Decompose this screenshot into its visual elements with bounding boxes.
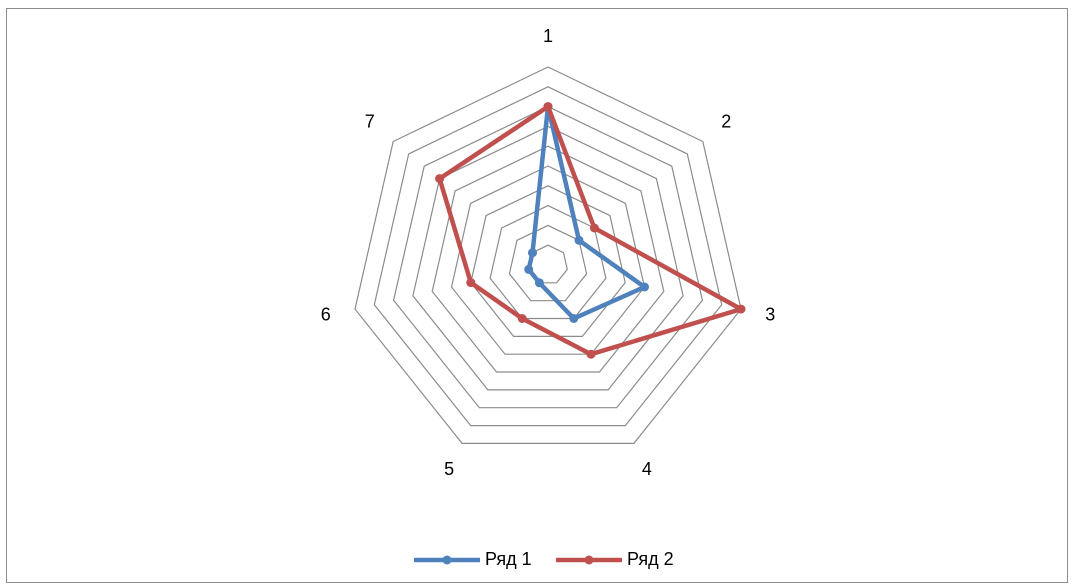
grid-ring (392, 105, 704, 409)
axis-labels: 1 2 3 4 5 6 7 (321, 26, 776, 479)
series-point (528, 248, 537, 258)
series-point (589, 223, 599, 233)
series-layer (435, 102, 746, 359)
series-point (524, 264, 534, 274)
axis-label-4: 4 (642, 459, 652, 479)
legend: Ряд 1 Ряд 2 (414, 549, 674, 569)
legend-marker (584, 555, 594, 565)
axis-label-6: 6 (321, 304, 331, 324)
grid-ring (354, 66, 742, 444)
chart-area (6, 8, 1068, 583)
axis-label-3: 3 (765, 304, 775, 324)
series-line (437, 104, 744, 357)
grid-ring (373, 86, 723, 427)
legend-item-2: Ряд 2 (556, 549, 674, 569)
series-point (574, 235, 584, 245)
legend-label: Ряд 1 (485, 549, 532, 569)
axis-label-2: 2 (721, 112, 731, 132)
series-point (517, 314, 527, 323)
series-point (466, 278, 476, 288)
axis-label-7: 7 (365, 112, 375, 132)
series-point (736, 304, 746, 314)
grid-ring (489, 204, 607, 320)
axis-label-1: 1 (543, 26, 553, 46)
grid-ring (508, 224, 588, 302)
grid-ring (412, 125, 684, 391)
series-2 (435, 102, 746, 359)
series-point (534, 278, 544, 288)
series-point (640, 282, 649, 292)
legend-item-1: Ряд 1 (414, 549, 532, 569)
series-point (435, 174, 445, 184)
series-point (569, 314, 579, 323)
series-point (586, 349, 596, 359)
grid-ring (431, 145, 665, 373)
series-point (543, 102, 553, 112)
legend-marker (442, 555, 452, 565)
axis-label-5: 5 (444, 459, 454, 479)
grid-ring (450, 165, 646, 355)
legend-label: Ряд 2 (627, 549, 674, 569)
grid-ring (470, 185, 626, 337)
